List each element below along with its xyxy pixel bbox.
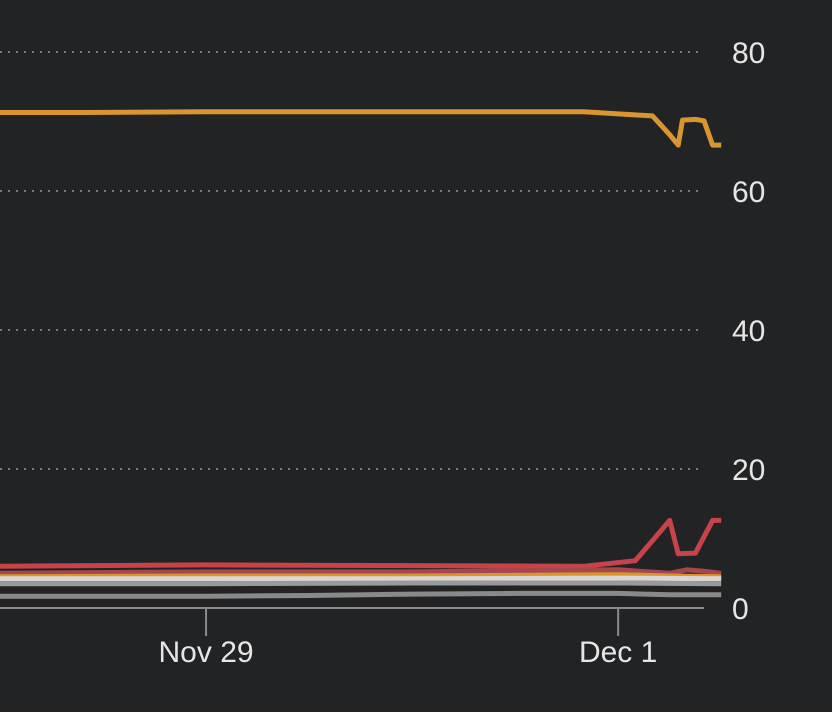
y-tick-label: 60	[732, 176, 765, 209]
x-tick-label: Nov 29	[159, 636, 254, 669]
series-lines	[0, 109, 722, 599]
grid-lines	[0, 51, 704, 470]
y-tick-label: 20	[732, 454, 765, 487]
y-tick-label: 80	[732, 37, 765, 70]
series-line-6	[0, 580, 722, 587]
series-line-5	[0, 575, 722, 582]
series-line-3	[0, 567, 722, 576]
y-tick-label: 0	[732, 593, 749, 626]
series-line-7	[0, 590, 722, 599]
x-axis: Nov 29 Dec 1	[0, 607, 704, 669]
y-axis-labels: 0 20 40 60 80	[732, 37, 765, 626]
series-line-2	[0, 517, 722, 569]
y-tick-label: 40	[732, 315, 765, 348]
series-line-1	[0, 109, 722, 148]
x-tick-label: Dec 1	[579, 636, 657, 669]
